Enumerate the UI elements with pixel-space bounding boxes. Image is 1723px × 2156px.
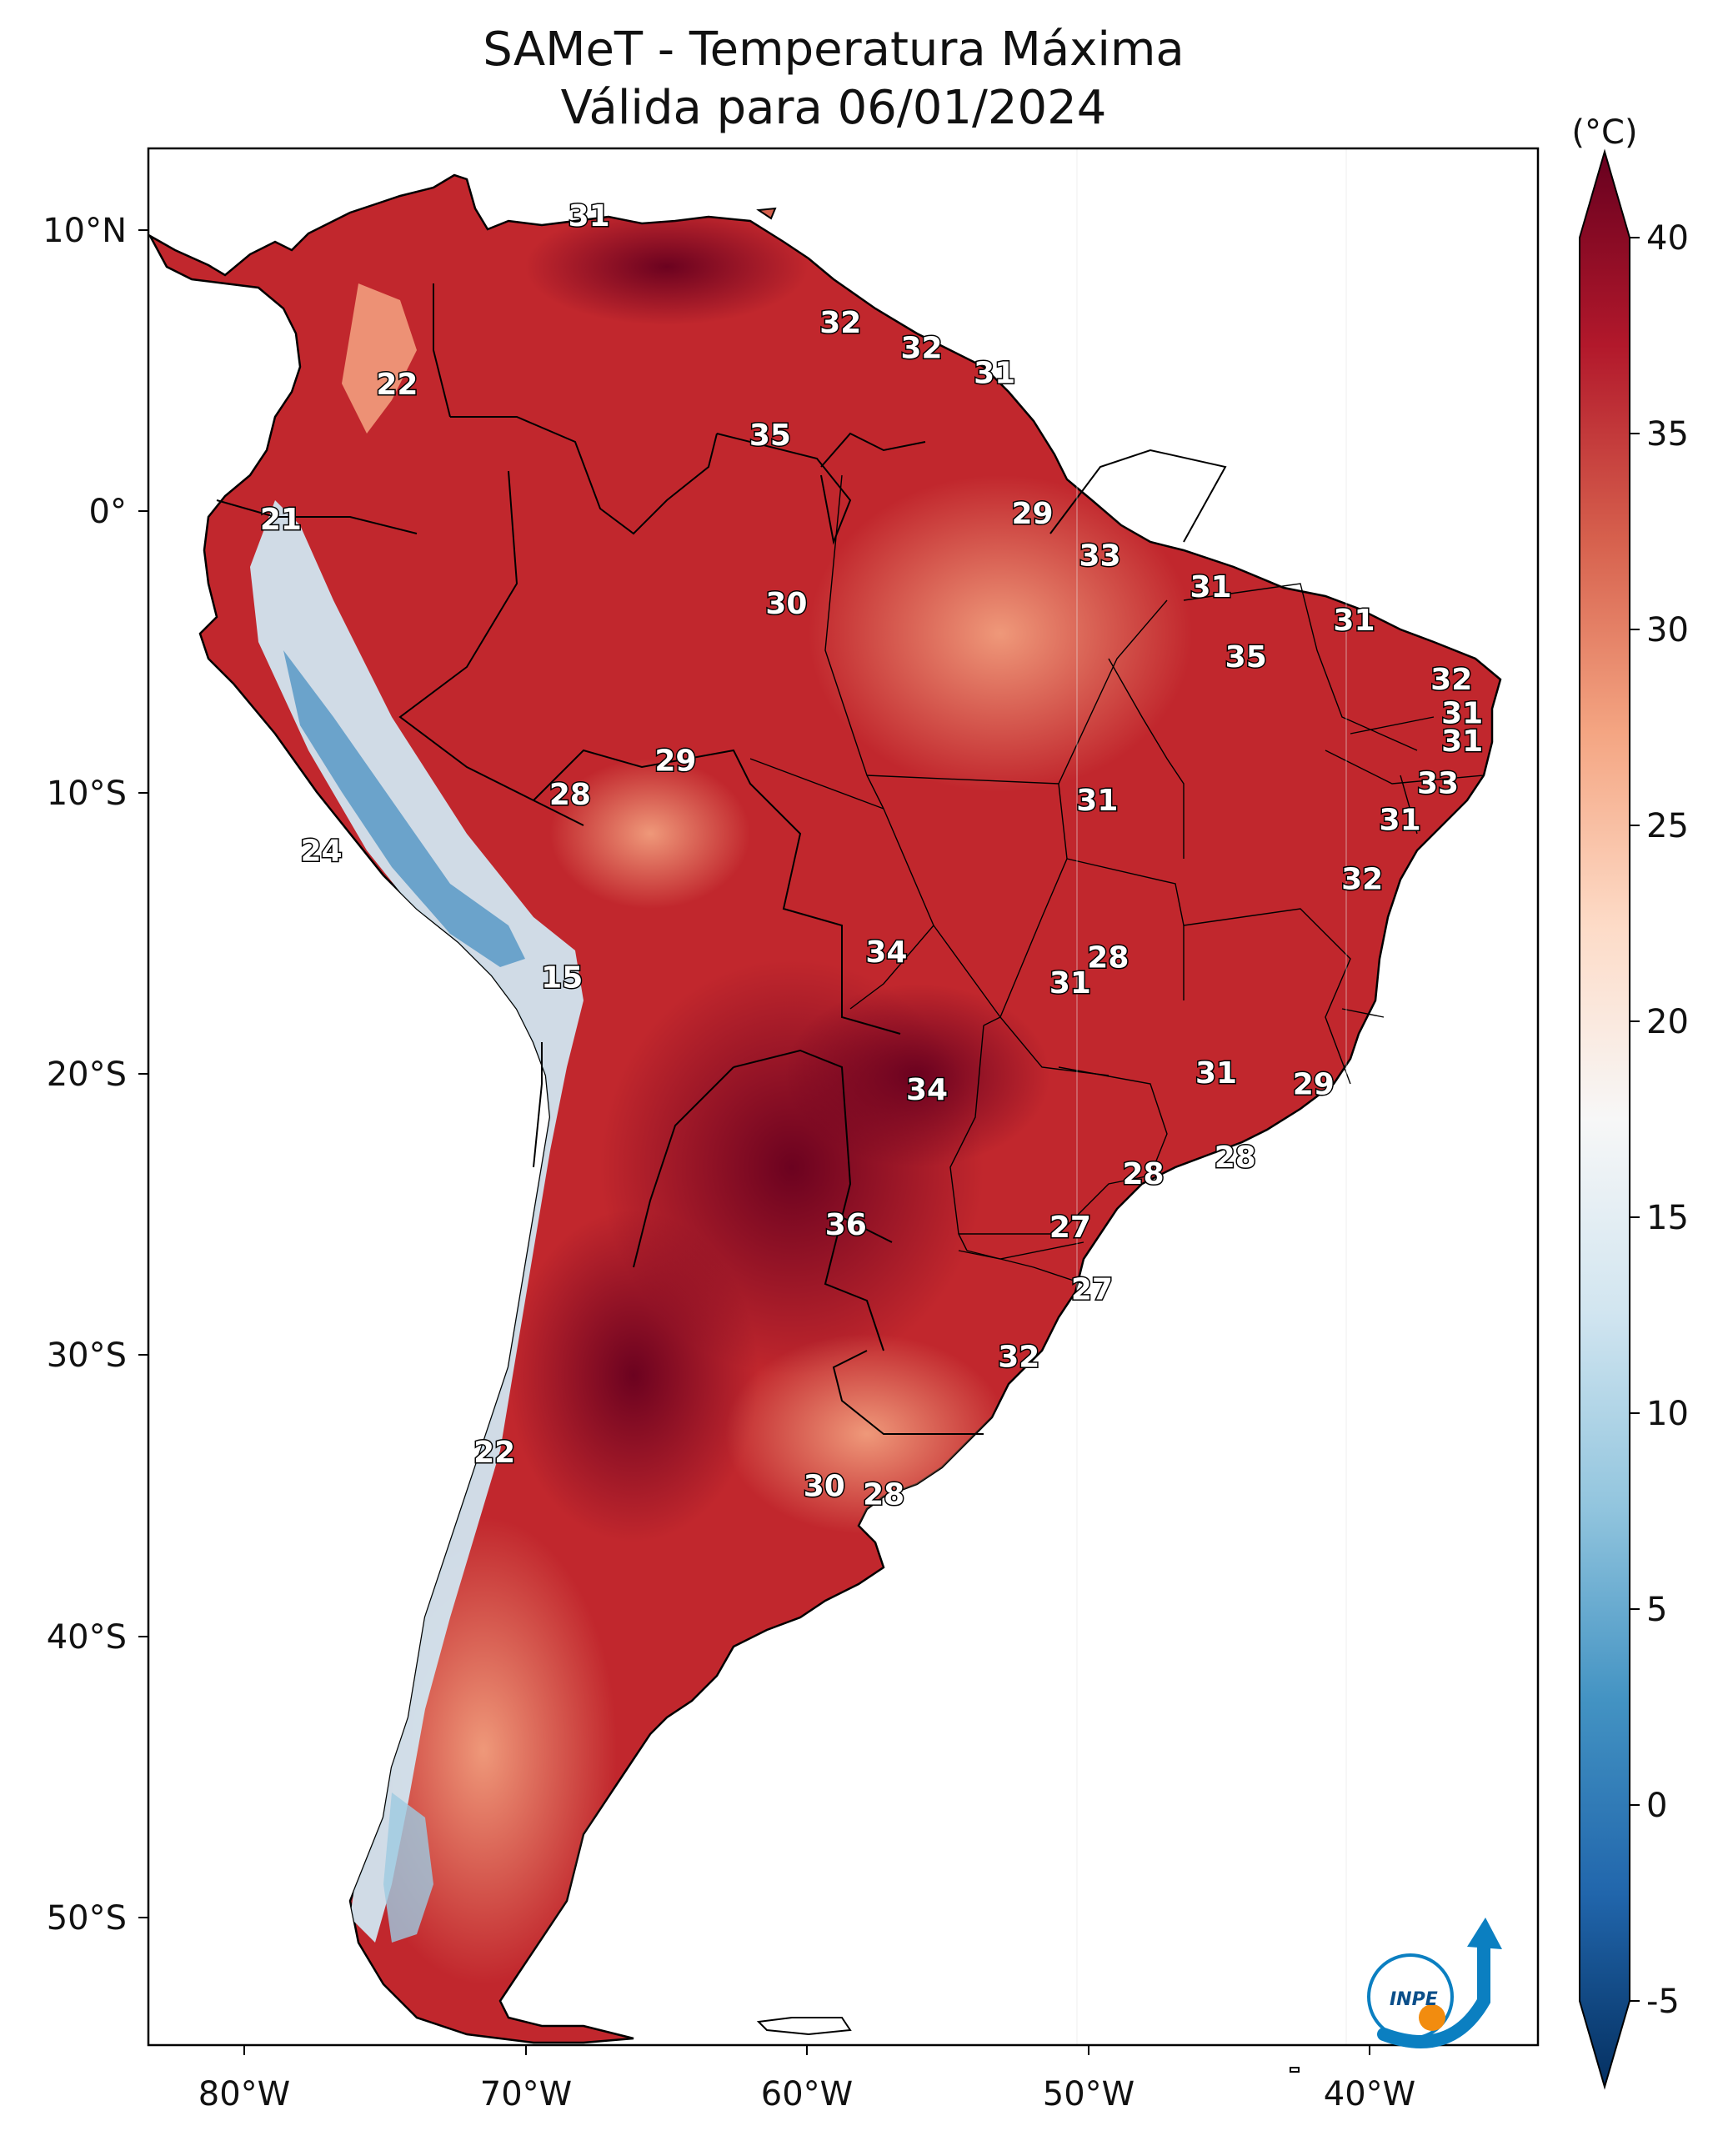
city-temperature-label: 31 — [1441, 696, 1483, 730]
city-temperature-label: 30 — [804, 1469, 845, 1503]
city-temperature-label: 30 — [765, 587, 807, 621]
colorbar-tick-label: -5 — [1646, 1983, 1680, 2021]
city-temperature-label: 31 — [1441, 725, 1483, 759]
andes-cool-north — [342, 283, 417, 434]
state-borders — [749, 474, 1485, 1285]
city-temperature-label: 31 — [1049, 966, 1091, 1000]
city-temperature-label: 31 — [568, 199, 610, 233]
city-temperature-label: 32 — [900, 331, 942, 365]
x-axis-ticks: 80°W 70°W 60°W 50°W 40°W — [198, 2045, 1415, 2113]
city-temperature-label: 28 — [1215, 1141, 1256, 1175]
hot-zone-venezuela — [525, 208, 809, 325]
city-temperature-label: 32 — [819, 306, 861, 340]
y-axis-ticks: 10°N 0° 10°S 20°S 30°S 40°S 50°S — [43, 212, 148, 1938]
inpe-logo-text: INPE — [1390, 1989, 1438, 2010]
city-temperature-label: 31 — [1195, 1056, 1237, 1091]
y-tick-40s: 40°S — [47, 1618, 127, 1657]
colorbar-tick-label: 30 — [1646, 611, 1689, 649]
colorbar-tick-label: 10 — [1646, 1395, 1689, 1433]
colorbar-tick-label: 5 — [1646, 1591, 1667, 1629]
city-temperature-label: 34 — [906, 1073, 948, 1107]
city-temperature-label: 34 — [865, 935, 907, 970]
y-tick-10n: 10°N — [43, 212, 127, 250]
colorbar: (°C) 40 35 30 25 20 15 10 5 0 -5 — [1571, 113, 1689, 2090]
map-title-line-2: Válida para 06/01/2024 — [561, 81, 1107, 135]
andes-cold-core — [283, 650, 525, 967]
inpe-logo: INPE — [1367, 1918, 1502, 2048]
city-temperature-label: 32 — [1430, 663, 1472, 697]
islands — [756, 207, 1300, 2073]
x-tick-80w: 80°W — [198, 2075, 290, 2113]
city-temperature-label: 31 — [1076, 784, 1118, 818]
y-tick-10s: 10°S — [47, 775, 127, 813]
city-temperature-label: 21 — [260, 503, 302, 537]
x-tick-50w: 50°W — [1043, 2075, 1134, 2113]
city-temperature-label: 31 — [1190, 570, 1232, 604]
city-temperature-label: 29 — [1011, 497, 1053, 531]
x-tick-40w: 40°W — [1324, 2075, 1415, 2113]
y-tick-0: 0° — [89, 493, 127, 531]
city-temperature-label: 32 — [998, 1340, 1039, 1374]
colorbar-tick-label: 20 — [1646, 1003, 1689, 1041]
city-temperature-label: 22 — [376, 368, 418, 402]
city-temperature-label: 28 — [863, 1477, 904, 1512]
city-temperature-label: 31 — [974, 357, 1015, 391]
colorbar-unit-label: (°C) — [1571, 113, 1637, 152]
map-gridlines — [1076, 148, 1347, 2045]
mild-zone-amazon-east — [809, 475, 1192, 792]
x-tick-60w: 60°W — [761, 2075, 853, 2113]
map-frame — [147, 147, 1540, 2047]
colorbar-body — [1579, 148, 1630, 2090]
city-temperature-label: 15 — [541, 960, 583, 995]
city-temperature-label: 35 — [1225, 640, 1267, 674]
city-temperature-label: 29 — [654, 745, 696, 779]
city-temperature-label: 31 — [1380, 804, 1421, 838]
map-title-line-1: SAMeT - Temperatura Máxima — [483, 23, 1185, 77]
city-temperature-label: 33 — [1079, 539, 1121, 574]
city-temperature-label: 33 — [1417, 767, 1459, 801]
hot-zone-pampas-west — [508, 1209, 759, 1542]
city-temperature-label: 22 — [473, 1436, 515, 1470]
city-temperature-label: 36 — [825, 1208, 867, 1242]
y-tick-20s: 20°S — [47, 1055, 127, 1094]
y-tick-30s: 30°S — [47, 1336, 127, 1375]
inpe-logo-swoosh — [1377, 1936, 1490, 2048]
mild-zone-bolivia — [550, 759, 750, 909]
colorbar-tick-label: 25 — [1646, 807, 1689, 845]
colorbar-ticks: 40 35 30 25 20 15 10 5 0 -5 — [1630, 219, 1689, 2021]
colorbar-tick-label: 0 — [1646, 1787, 1667, 1825]
city-temperature-label: 28 — [549, 778, 591, 812]
city-temperature-label: 32 — [1341, 862, 1383, 896]
city-temperature-label: 27 — [1049, 1211, 1091, 1245]
city-temperature-label: 28 — [1122, 1157, 1164, 1191]
city-temperature-label: 24 — [301, 835, 343, 869]
city-temperature-label: 31 — [1333, 604, 1375, 638]
city-temperature-label: 35 — [749, 419, 791, 453]
colorbar-tick-label: 35 — [1646, 415, 1689, 454]
patagonia-cold-core — [383, 1792, 433, 1943]
y-tick-50s: 50°S — [47, 1899, 127, 1938]
inpe-logo-arrow-icon — [1467, 1918, 1502, 1949]
city-temperature-label: 27 — [1071, 1272, 1113, 1306]
colorbar-tick-label: 15 — [1646, 1199, 1689, 1237]
city-temperature-label: 28 — [1087, 941, 1129, 975]
x-tick-70w: 70°W — [480, 2075, 572, 2113]
city-temperature-label: 29 — [1293, 1067, 1335, 1101]
country-borders — [216, 283, 1227, 1435]
colorbar-tick-label: 40 — [1646, 219, 1689, 258]
inpe-logo-orbit-dot — [1419, 2004, 1445, 2031]
